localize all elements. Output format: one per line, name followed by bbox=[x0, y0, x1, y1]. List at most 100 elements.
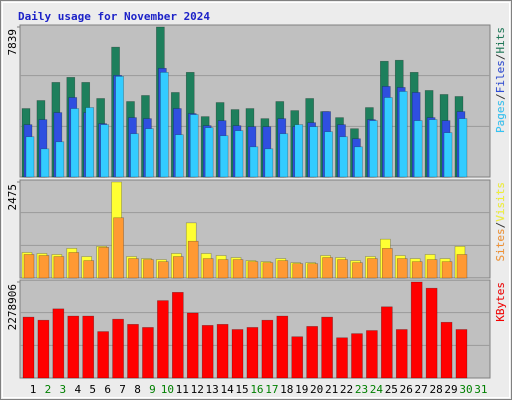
bar bbox=[25, 136, 35, 178]
x-tick-label: 25 bbox=[385, 383, 398, 396]
x-tick-label: 22 bbox=[340, 383, 353, 396]
bar bbox=[189, 114, 199, 178]
bar bbox=[294, 124, 304, 178]
bar bbox=[369, 120, 378, 178]
bar bbox=[337, 259, 348, 279]
x-tick-label: 21 bbox=[325, 383, 338, 396]
bar bbox=[396, 258, 408, 279]
bar bbox=[382, 248, 393, 279]
bar bbox=[426, 259, 438, 279]
bar bbox=[425, 287, 438, 379]
bar bbox=[428, 119, 438, 178]
x-tick-label: 2 bbox=[45, 383, 52, 396]
x-tick-label: 18 bbox=[280, 383, 293, 396]
bar bbox=[307, 263, 318, 279]
bar bbox=[249, 146, 259, 178]
y-tick-label: 2475 bbox=[6, 184, 19, 211]
legend-entry: KBytes bbox=[494, 282, 507, 322]
legend: Sites/Visits bbox=[494, 182, 507, 262]
x-tick-label: 7 bbox=[119, 383, 126, 396]
bar bbox=[115, 76, 124, 178]
x-tick-label: 24 bbox=[370, 383, 384, 396]
legend-entry: Files bbox=[494, 60, 507, 93]
bar bbox=[398, 91, 408, 178]
bar bbox=[68, 252, 80, 279]
x-tick-label: 28 bbox=[429, 383, 442, 396]
bar bbox=[413, 120, 423, 178]
bar bbox=[186, 312, 199, 379]
bar bbox=[53, 256, 65, 279]
bar bbox=[175, 134, 184, 178]
x-tick-label: 12 bbox=[191, 383, 204, 396]
bar bbox=[411, 261, 423, 279]
bar bbox=[309, 126, 318, 178]
x-tick-label: 20 bbox=[310, 383, 323, 396]
legend: Pages/Files/Hits bbox=[494, 27, 507, 133]
x-tick-label: 5 bbox=[89, 383, 96, 396]
bar bbox=[187, 240, 199, 279]
bar bbox=[98, 247, 109, 279]
bar bbox=[67, 315, 80, 379]
chart-title: Daily usage for November 2024 bbox=[18, 10, 210, 23]
bar bbox=[128, 258, 139, 279]
x-tick-label: 14 bbox=[220, 383, 234, 396]
bar bbox=[336, 337, 348, 379]
bar bbox=[23, 254, 35, 279]
x-tick-label: 23 bbox=[355, 383, 368, 396]
bar bbox=[37, 319, 50, 379]
bar bbox=[143, 259, 154, 279]
legend-entry: Hits bbox=[494, 27, 507, 54]
bar bbox=[172, 292, 184, 379]
x-tick-label: 19 bbox=[295, 383, 308, 396]
x-tick-label: 27 bbox=[415, 383, 428, 396]
bar bbox=[217, 259, 229, 279]
bar bbox=[158, 261, 169, 279]
bar bbox=[52, 308, 65, 379]
x-tick-label: 15 bbox=[235, 383, 248, 396]
bar bbox=[219, 135, 229, 178]
bar bbox=[127, 324, 139, 379]
bar bbox=[38, 255, 50, 279]
bar bbox=[70, 108, 80, 178]
legend: KBytes bbox=[494, 282, 507, 322]
legend-entry: Visits bbox=[494, 182, 507, 222]
bar bbox=[441, 261, 453, 279]
bar bbox=[381, 306, 393, 379]
bar bbox=[232, 259, 244, 279]
bar bbox=[112, 318, 124, 379]
bar bbox=[113, 217, 124, 279]
x-tick-label: 16 bbox=[250, 383, 263, 396]
y-tick-label: 7839 bbox=[6, 29, 19, 56]
bar bbox=[246, 327, 259, 379]
bar bbox=[322, 257, 333, 279]
x-tick-label: 3 bbox=[60, 383, 67, 396]
bar bbox=[292, 263, 304, 279]
bar bbox=[173, 256, 184, 279]
bar bbox=[55, 141, 65, 178]
bar bbox=[82, 315, 95, 379]
bar bbox=[366, 330, 378, 379]
bar bbox=[201, 325, 214, 379]
bar bbox=[97, 331, 109, 379]
bar bbox=[160, 72, 169, 178]
bar bbox=[100, 124, 109, 178]
x-tick-label: 9 bbox=[149, 383, 156, 396]
bar bbox=[216, 324, 229, 379]
bar bbox=[277, 260, 289, 279]
x-tick-label: 11 bbox=[176, 383, 189, 396]
bar bbox=[40, 148, 50, 178]
bar bbox=[231, 329, 244, 379]
bar bbox=[443, 132, 453, 178]
bar bbox=[456, 254, 468, 279]
bar bbox=[279, 133, 289, 178]
bar bbox=[130, 133, 139, 178]
x-tick-label: 26 bbox=[400, 383, 413, 396]
bar bbox=[352, 262, 363, 279]
legend-entry: Pages bbox=[494, 100, 507, 133]
bar bbox=[351, 333, 363, 379]
bar bbox=[157, 300, 169, 379]
bar bbox=[410, 281, 423, 379]
bar bbox=[262, 262, 274, 279]
x-tick-label: 1 bbox=[30, 383, 37, 396]
